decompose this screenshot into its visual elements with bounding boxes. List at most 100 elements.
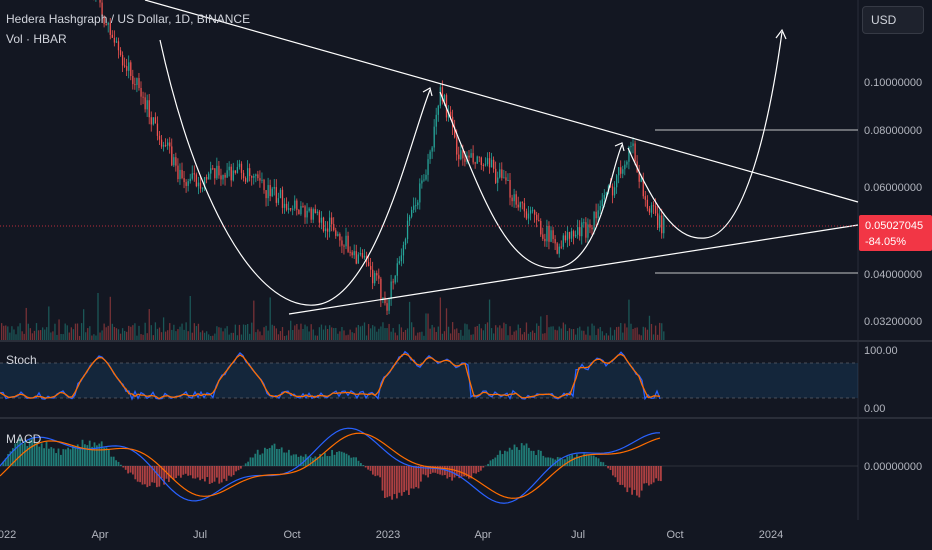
volume-bar (294, 325, 296, 340)
candle-body (572, 231, 575, 237)
volume-bar (474, 326, 476, 340)
candle-body (361, 252, 364, 258)
volume-bar (249, 333, 251, 340)
time-tick-label: Jul (571, 529, 585, 541)
volume-bar (191, 332, 193, 340)
volume-bar (70, 327, 72, 340)
volume-bar (435, 331, 437, 340)
volume-bar (525, 322, 528, 340)
volume-bar (425, 313, 427, 340)
volume-bar (304, 324, 306, 340)
candle-body (191, 173, 193, 179)
candle-body (249, 168, 251, 177)
macd-histogram-bar (201, 466, 204, 479)
candle-body (603, 195, 605, 200)
time-tick-label: 2024 (759, 529, 783, 541)
candle-body (367, 262, 370, 267)
candle-body (331, 217, 333, 225)
volume-bar (238, 324, 241, 340)
volume-bar (568, 328, 571, 340)
macd-histogram-bar (160, 466, 163, 479)
volume-bar (626, 327, 628, 340)
candle-body (294, 200, 296, 209)
candle-body (402, 244, 405, 256)
candle-body (238, 163, 241, 167)
candle-body (150, 117, 152, 125)
volume-bar (275, 328, 277, 340)
candle-body (392, 281, 394, 283)
macd-histogram-bar (50, 447, 53, 466)
macd-histogram-bar (136, 466, 139, 482)
macd-histogram-bar (468, 466, 470, 479)
volume-bar (380, 326, 382, 340)
candle-body (234, 170, 236, 173)
volume-bar (298, 329, 300, 340)
macd-histogram-bar (108, 448, 110, 466)
volume-bar (343, 330, 345, 340)
candle-body (503, 177, 505, 179)
candle-body (517, 204, 519, 208)
volume-bar (31, 333, 34, 340)
volume-bar (384, 328, 386, 340)
candle-body (482, 164, 485, 166)
candle-body (538, 220, 540, 222)
volume-bar (296, 323, 298, 340)
volume-bar (337, 333, 339, 340)
macd-histogram-bar (343, 452, 345, 466)
volume-bar (306, 326, 308, 340)
candle-body (611, 186, 614, 196)
volume-bar (21, 331, 23, 340)
volume-bar (447, 326, 450, 340)
arrow-head-icon (422, 87, 433, 97)
volume-bar (312, 329, 314, 340)
candle-body (593, 211, 595, 230)
candle-body (333, 224, 335, 231)
candle-body (529, 210, 532, 214)
macd-histogram-bar (31, 437, 33, 466)
candle-body (550, 230, 552, 242)
volume-bar (341, 326, 343, 340)
volume-bar (505, 323, 507, 340)
stoch-d-line (0, 353, 661, 400)
volume-bar (657, 334, 659, 340)
volume-bar (15, 334, 17, 340)
candle-body (501, 169, 503, 179)
macd-histogram-bar (600, 461, 602, 466)
macd-histogram-bar (72, 445, 74, 466)
candle-body (271, 188, 273, 197)
volume-bar (68, 332, 70, 340)
volume-bar (263, 327, 265, 340)
volume-bar (99, 332, 101, 340)
volume-bar (554, 329, 556, 340)
macd-histogram (2, 437, 662, 500)
macd-histogram-bar (278, 448, 281, 466)
candle-body (277, 198, 280, 203)
candle-body (101, 2, 103, 17)
macd-histogram-bar (213, 466, 216, 482)
macd-histogram-bar (103, 447, 105, 466)
currency-button[interactable]: USD (862, 6, 924, 34)
volume-bar (42, 327, 44, 340)
candle-body (616, 175, 618, 188)
candle-body (273, 187, 275, 189)
candle-body (175, 157, 177, 166)
candle-body (425, 174, 427, 180)
candle-body (232, 170, 234, 181)
volume-bar (622, 332, 624, 340)
candle-body (181, 169, 183, 179)
volume-bar (11, 326, 13, 340)
candle-body (626, 161, 628, 165)
volume-bar (441, 333, 444, 340)
candle-body (134, 84, 136, 86)
candle-body (601, 199, 603, 207)
candle-body (480, 157, 482, 165)
volume-bar (640, 335, 642, 340)
candle-body (99, 0, 101, 3)
volume-bar (351, 332, 353, 340)
candle-body (156, 123, 159, 136)
candle-body (242, 172, 245, 179)
candle-body (349, 251, 351, 253)
volume-bar (290, 320, 292, 340)
